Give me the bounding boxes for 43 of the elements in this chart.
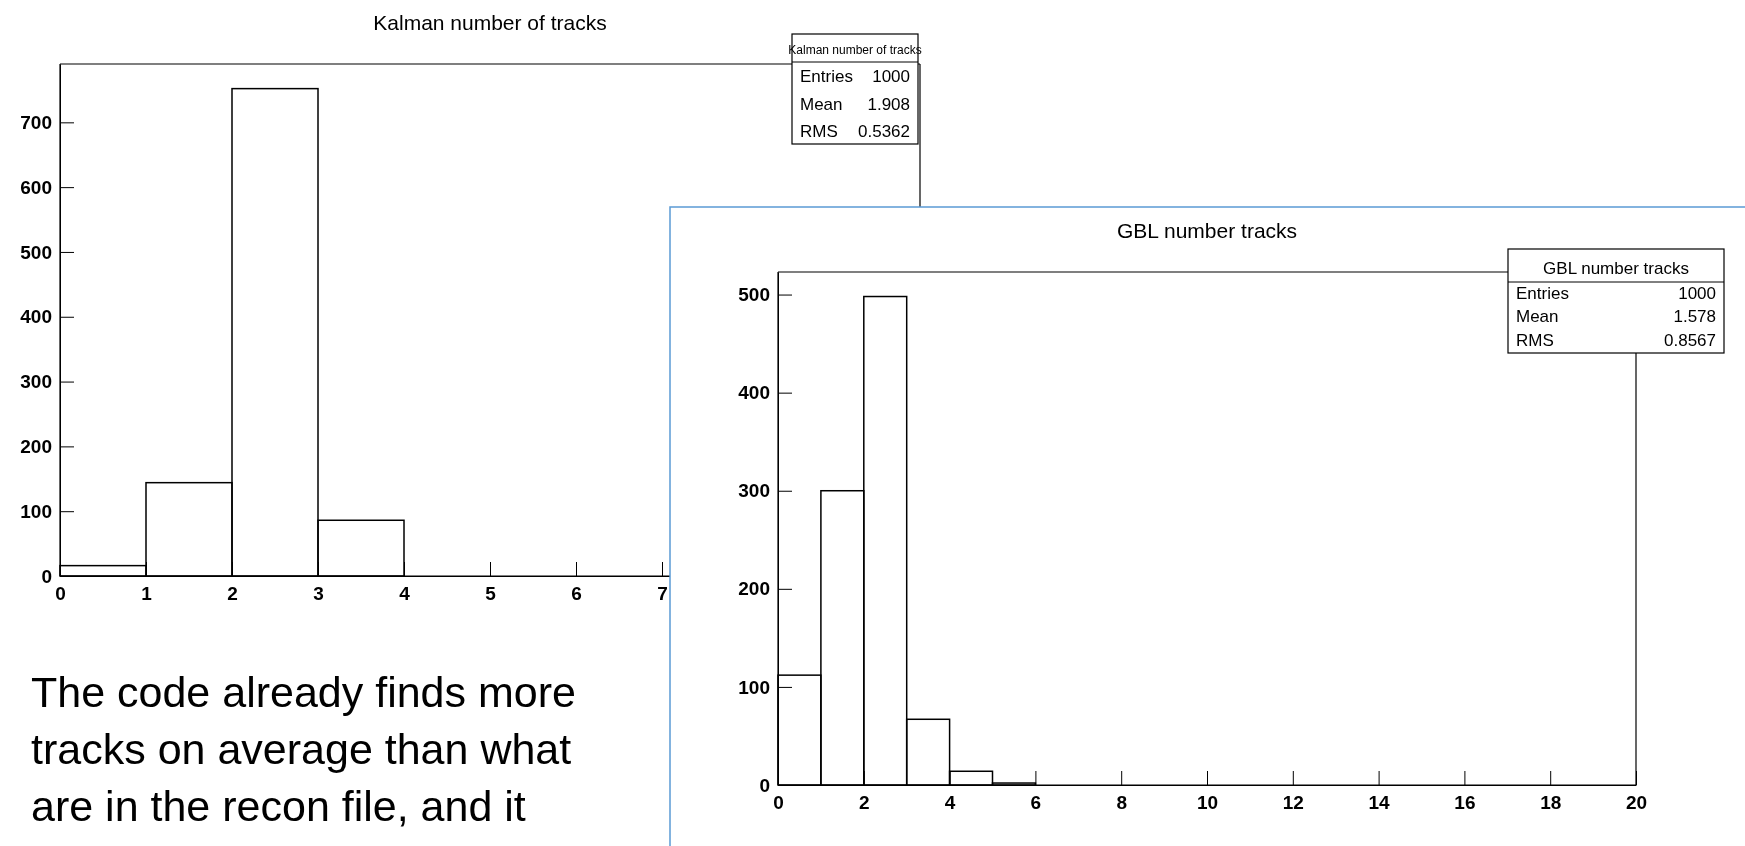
x-tick-label: 1 bbox=[141, 583, 153, 605]
y-tick-label: 100 bbox=[738, 676, 770, 698]
y-tick-label: 200 bbox=[738, 578, 770, 600]
x-tick-label: 8 bbox=[1116, 792, 1127, 814]
chart-title: GBL number tracks bbox=[1116, 219, 1298, 242]
text: Mean 1.578 bbox=[1516, 307, 1716, 327]
y-tick-label: 0 bbox=[759, 774, 770, 796]
y-tick-label: 400 bbox=[738, 382, 770, 404]
x-tick-label: 2 bbox=[227, 583, 238, 605]
y-tick-label: 500 bbox=[738, 284, 770, 306]
x-tick-label: 5 bbox=[485, 583, 497, 605]
y-tick-label: 200 bbox=[20, 435, 52, 457]
annotation: GBL number tracks bbox=[1543, 259, 1689, 278]
y-tick-label: 400 bbox=[20, 306, 52, 328]
x-tick-label: 7 bbox=[657, 583, 668, 605]
x-tick-label: 4 bbox=[944, 792, 956, 814]
annotation: Entries 1000 bbox=[800, 67, 910, 87]
y-tick-label: 700 bbox=[20, 111, 52, 133]
x-tick-label: 12 bbox=[1282, 792, 1304, 814]
x-tick-label: 2 bbox=[859, 792, 870, 814]
text: RMS 0.8567 bbox=[1516, 331, 1716, 350]
text: Mean 1.908 bbox=[800, 94, 910, 114]
y-tick-label: 0 bbox=[41, 565, 52, 587]
chart-title: Kalman number of tracks bbox=[373, 11, 607, 34]
x-tick-label: 16 bbox=[1454, 792, 1476, 814]
x-tick-label: 4 bbox=[399, 583, 411, 605]
x-tick-label: 14 bbox=[1368, 792, 1391, 814]
y-tick-label: 600 bbox=[20, 176, 52, 198]
x-tick-label: 10 bbox=[1196, 792, 1219, 814]
y-tick-label: 300 bbox=[738, 480, 770, 502]
y-tick-label: 500 bbox=[20, 241, 52, 263]
x-tick-label: 0 bbox=[55, 583, 66, 605]
text: Entries 1000 bbox=[1516, 283, 1716, 303]
annotation: RMS 0.5362 bbox=[800, 122, 910, 141]
x-tick-label: 18 bbox=[1540, 792, 1562, 814]
text: The code already finds more tracks on average than what are in the recon file, and it bbox=[31, 668, 576, 830]
y-tick-label: 100 bbox=[20, 500, 52, 522]
y-tick-label: 300 bbox=[20, 371, 52, 393]
x-tick-label: 3 bbox=[313, 583, 324, 605]
x-tick-label: 6 bbox=[1030, 792, 1042, 814]
x-tick-label: 0 bbox=[773, 792, 784, 814]
x-tick-label: 20 bbox=[1625, 792, 1648, 814]
x-tick-label: 6 bbox=[571, 583, 582, 605]
